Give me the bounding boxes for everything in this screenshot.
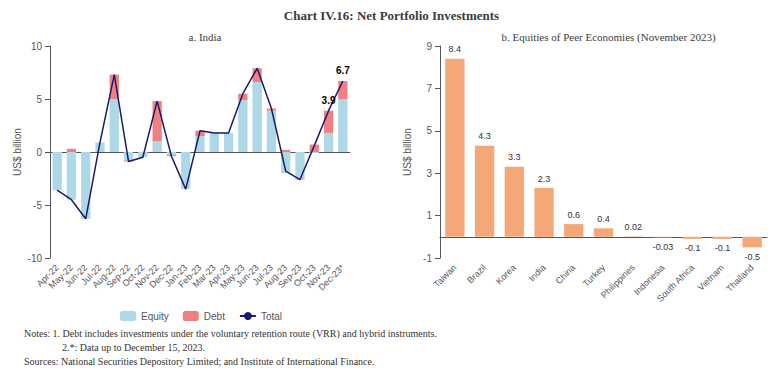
svg-text:-1: -1 — [423, 253, 432, 264]
svg-text:Aug-22: Aug-22 — [90, 262, 118, 290]
svg-text:3: 3 — [426, 168, 432, 179]
svg-text:May-23: May-23 — [218, 262, 247, 291]
svg-text:-0.03: -0.03 — [653, 242, 674, 252]
svg-text:5: 5 — [36, 94, 42, 105]
svg-text:India: India — [527, 262, 548, 283]
svg-text:Nov-23: Nov-23 — [304, 262, 333, 290]
svg-text:Debt: Debt — [204, 311, 225, 322]
svg-text:Korea: Korea — [494, 262, 518, 286]
svg-text:Notes: 1. Debt includes invest: Notes: 1. Debt includes investments unde… — [24, 328, 437, 340]
svg-text:Thailand: Thailand — [724, 262, 755, 293]
svg-text:Oct-22: Oct-22 — [120, 262, 147, 289]
svg-text:5: 5 — [426, 125, 432, 136]
svg-text:Taiwan: Taiwan — [432, 262, 459, 289]
svg-text:US$ billion: US$ billion — [402, 128, 413, 176]
svg-text:Oct-23: Oct-23 — [291, 262, 318, 289]
svg-text:Apr-22: Apr-22 — [34, 262, 61, 289]
svg-text:Sources: National Securities D: Sources: National Securities Depository … — [24, 356, 374, 367]
svg-text:Jun-23: Jun-23 — [234, 262, 261, 289]
svg-text:a. India: a. India — [189, 31, 222, 43]
svg-text:4.3: 4.3 — [478, 131, 491, 141]
svg-text:Jul-22: Jul-22 — [79, 262, 104, 287]
svg-text:6.7: 6.7 — [336, 65, 350, 76]
svg-text:Mar-23: Mar-23 — [190, 262, 218, 290]
svg-text:2.*: Data up to December 15, 2: 2.*: Data up to December 15, 2023. — [62, 342, 205, 353]
svg-text:b. Equities of Peer Economies: b. Equities of Peer Economies (November … — [501, 31, 715, 44]
svg-text:China: China — [554, 262, 578, 286]
svg-text:Equity: Equity — [141, 311, 169, 322]
svg-text:May-22: May-22 — [46, 262, 75, 291]
svg-text:Dec-22: Dec-22 — [147, 262, 175, 290]
svg-text:Dec-23*: Dec-23* — [316, 262, 346, 292]
svg-text:-10: -10 — [28, 253, 43, 264]
svg-text:-0.1: -0.1 — [685, 243, 701, 253]
svg-text:Apr-23: Apr-23 — [206, 262, 233, 289]
svg-text:1: 1 — [426, 210, 432, 221]
svg-text:-0.1: -0.1 — [715, 243, 731, 253]
svg-text:Sep-23: Sep-23 — [276, 262, 304, 290]
svg-text:Turkey: Turkey — [581, 262, 608, 289]
svg-text:Nov-22: Nov-22 — [133, 262, 161, 290]
svg-text:0.02: 0.02 — [624, 222, 642, 232]
svg-text:Sep-22: Sep-22 — [104, 262, 133, 290]
svg-text:0.6: 0.6 — [568, 210, 581, 220]
svg-text:8.4: 8.4 — [449, 44, 462, 54]
svg-text:Aug-23: Aug-23 — [261, 262, 290, 290]
svg-text:7: 7 — [426, 83, 432, 94]
svg-text:Philippines: Philippines — [599, 262, 637, 300]
svg-text:South Africa: South Africa — [655, 262, 696, 303]
svg-text:3.9: 3.9 — [322, 95, 336, 106]
svg-text:Total: Total — [261, 311, 282, 322]
svg-text:Brazil: Brazil — [465, 262, 488, 285]
svg-text:Vietnam: Vietnam — [696, 262, 726, 292]
svg-text:-0.5: -0.5 — [744, 252, 760, 262]
svg-text:2.3: 2.3 — [538, 174, 551, 184]
svg-text:3.3: 3.3 — [508, 152, 521, 162]
svg-text:10: 10 — [31, 41, 43, 52]
svg-text:9: 9 — [426, 41, 432, 52]
svg-text:Jan-23: Jan-23 — [162, 262, 190, 289]
svg-text:Jul-23: Jul-23 — [250, 262, 275, 287]
svg-text:-5: -5 — [33, 200, 42, 211]
svg-text:0: 0 — [36, 147, 42, 158]
svg-text:Jun-22: Jun-22 — [62, 262, 90, 289]
svg-text:US$ billion: US$ billion — [12, 128, 23, 176]
svg-text:Indonesia: Indonesia — [631, 262, 667, 298]
svg-text:Chart IV.16: Net Portfolio Inv: Chart IV.16: Net Portfolio Investments — [284, 8, 499, 23]
svg-text:Feb-23: Feb-23 — [176, 262, 204, 290]
svg-text:0.4: 0.4 — [597, 214, 610, 224]
